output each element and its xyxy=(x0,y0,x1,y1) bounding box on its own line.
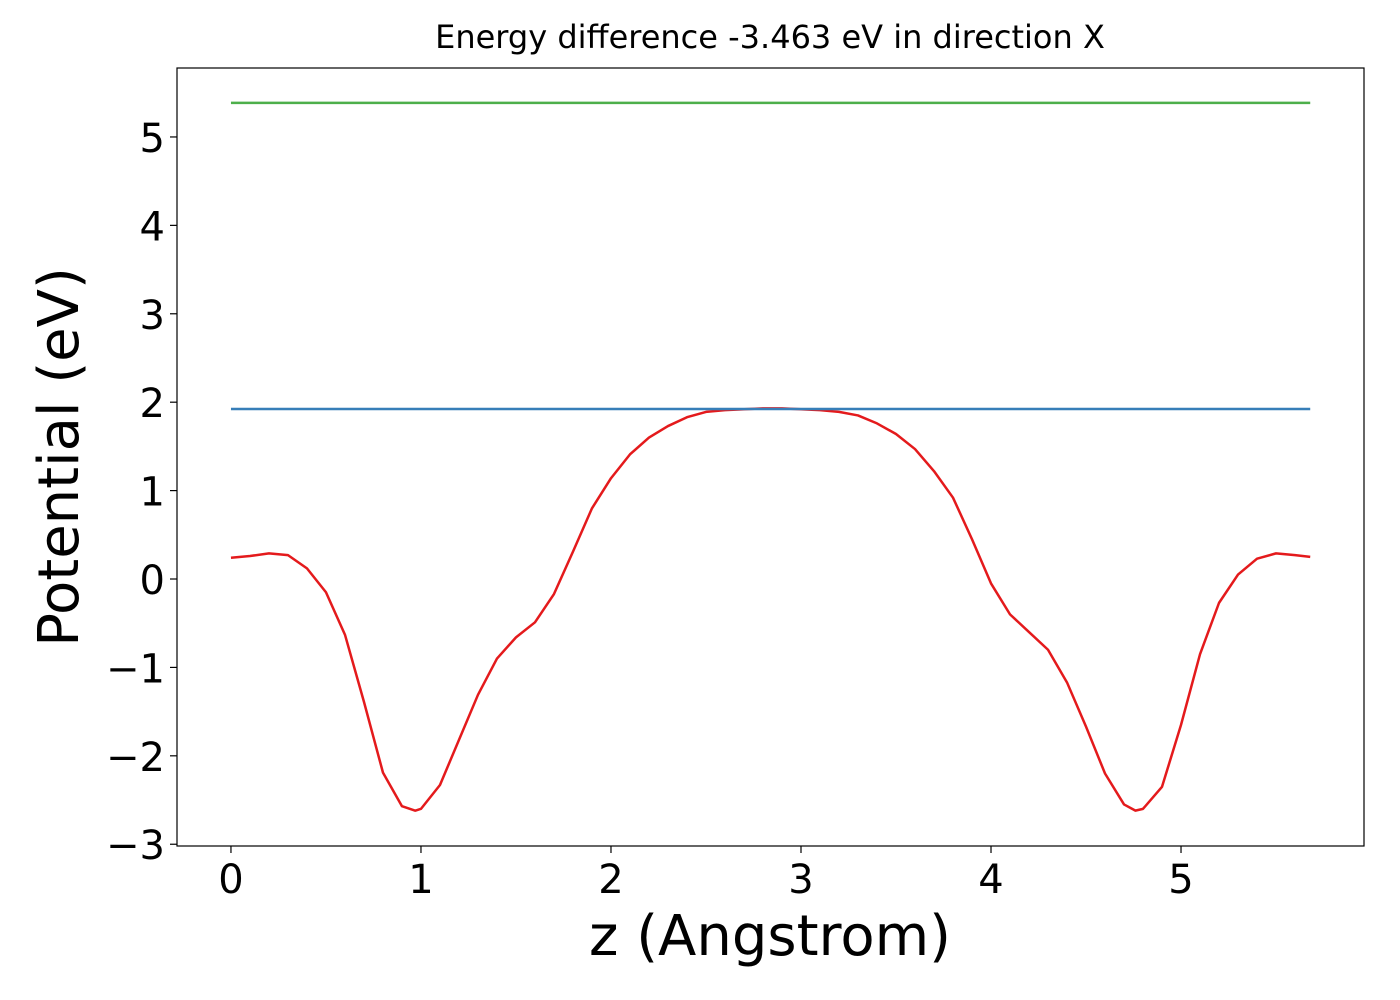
y-tick-label: −1 xyxy=(106,646,165,692)
y-tick-label: 2 xyxy=(140,381,165,427)
y-tick-label: 4 xyxy=(140,204,165,250)
y-tick-label: 1 xyxy=(140,470,165,516)
x-tick-label: 3 xyxy=(788,857,813,903)
x-tick-label: 0 xyxy=(218,857,243,903)
y-axis-label: Potential (eV) xyxy=(27,267,92,647)
chart-title: Energy difference -3.463 eV in direction… xyxy=(435,18,1105,56)
x-tick-label: 1 xyxy=(408,857,433,903)
y-tick-label: 0 xyxy=(140,558,165,604)
x-tick-label: 2 xyxy=(598,857,623,903)
x-axis-label: z (Angstrom) xyxy=(589,904,951,969)
y-tick-label: −3 xyxy=(106,823,165,869)
y-tick-label: 3 xyxy=(140,293,165,339)
x-tick-label: 5 xyxy=(1168,857,1193,903)
y-tick-label: 5 xyxy=(140,116,165,162)
plot-frame xyxy=(176,67,1365,847)
x-tick-label: 4 xyxy=(978,857,1003,903)
y-tick-label: −2 xyxy=(106,735,165,781)
